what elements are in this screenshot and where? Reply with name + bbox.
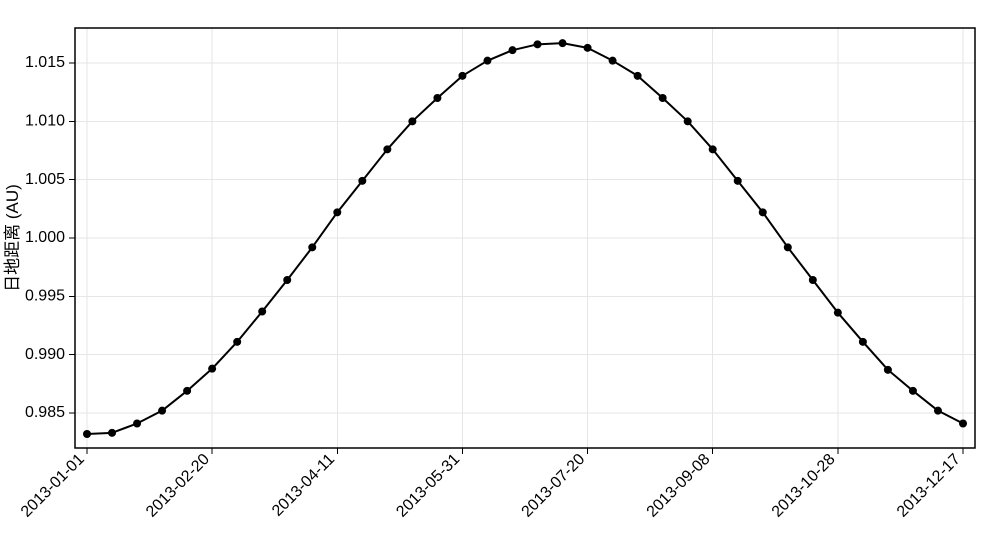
series-marker [133,420,141,428]
series-marker [634,72,642,80]
x-tick-label: 2013-04-11 [269,451,338,520]
series-marker [383,145,391,153]
series-marker [784,243,792,251]
y-tick-label: 0.995 [25,288,65,305]
series-marker [483,57,491,65]
series-marker [508,46,516,54]
y-tick-label: 1.010 [25,113,65,130]
series-marker [709,145,717,153]
chart-svg: 0.985 0.990 0.995 1.000 1.005 1.010 1.015 2013-… [0,0,1000,551]
x-tick-label: 2013-07-20 [519,451,589,521]
series-marker [734,177,742,185]
series-marker [333,208,341,216]
series-marker [834,309,842,317]
series-marker [959,420,967,428]
series-marker [433,94,441,102]
series-marker [609,57,617,65]
series-marker [283,276,291,284]
x-tick-label: 2013-10-28 [769,451,839,521]
series-marker [934,407,942,415]
series-marker [83,430,91,438]
series-marker [859,338,867,346]
series-marker [458,72,466,80]
series-marker [258,308,266,316]
series-marker [408,117,416,125]
series-marker [684,117,692,125]
series-marker [108,429,116,437]
chart-container: 0.985 0.990 0.995 1.000 1.005 1.010 1.015 2013-… [0,0,1000,551]
series-marker [183,387,191,395]
y-axis-label: 日地距离 (AU) [3,184,22,292]
series-marker [358,177,366,185]
series-marker [559,39,567,47]
x-tick-label: 2013-05-31 [393,451,463,521]
x-tick-label: 2013-02-20 [143,451,213,521]
series-marker [158,407,166,415]
series-marker [909,387,917,395]
x-tick-label: 2013-01-01 [18,451,88,521]
series-marker [659,94,667,102]
series-marker [584,44,592,52]
y-tick-label: 1.015 [25,54,65,71]
series-marker [759,208,767,216]
series-marker [233,338,241,346]
y-tick-label: 1.000 [25,229,65,246]
y-tick-label: 0.990 [25,346,65,363]
series-marker [208,365,216,373]
y-tick-label: 1.005 [25,171,65,188]
x-tick-label: 2013-09-08 [644,451,714,521]
series-marker [308,243,316,251]
series-marker [884,366,892,374]
series-marker [809,276,817,284]
x-tick-label: 2013-12-17 [894,451,964,521]
series-marker [534,40,542,48]
y-tick-label: 0.985 [25,404,65,421]
